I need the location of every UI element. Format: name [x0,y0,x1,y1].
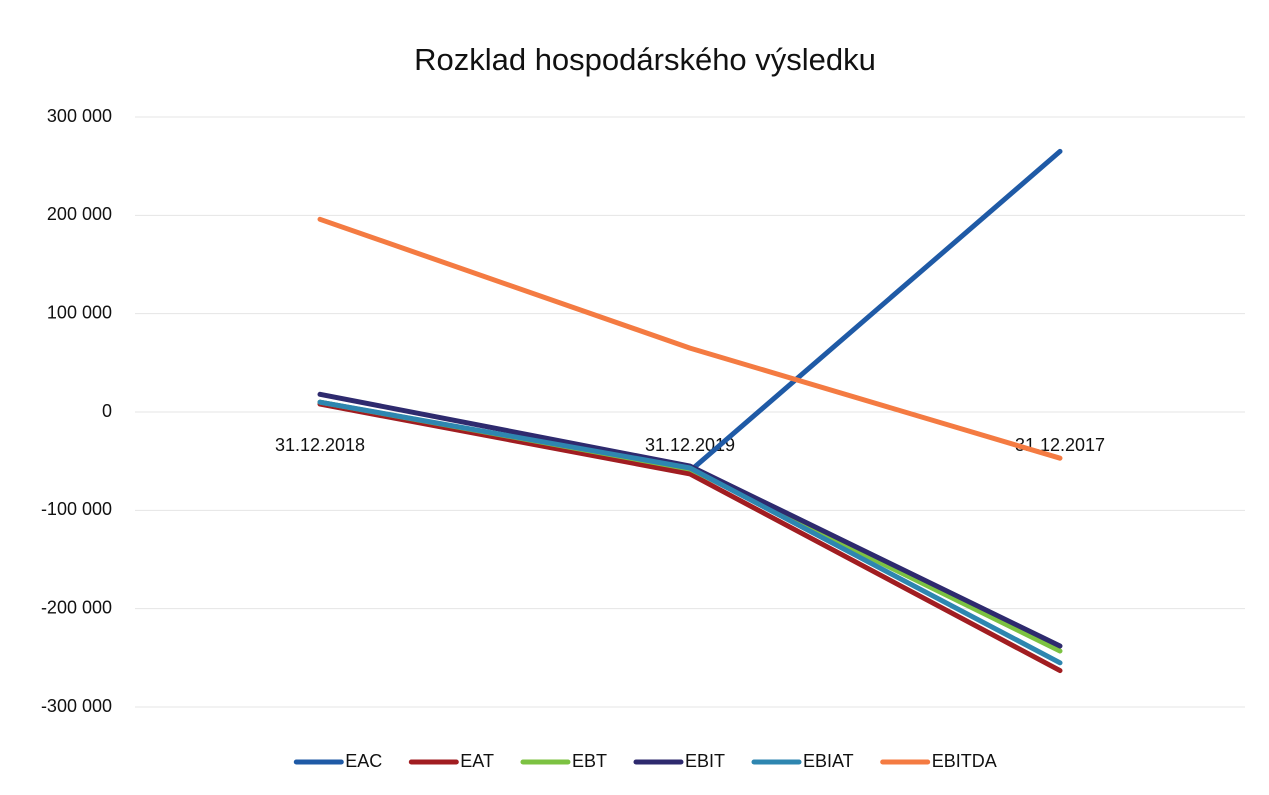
legend-label: EBT [572,751,607,771]
data-line [317,216,1063,461]
y-tick-label: -100 000 [41,499,112,519]
chart-title: Rozklad hospodárského výsledku [414,42,876,77]
y-tick-label: 0 [102,401,112,421]
legend-label: EBIAT [803,751,854,771]
data-line [317,401,1063,674]
legend-label: EBITDA [932,751,997,771]
y-tick-label: -200 000 [41,597,112,617]
data-line [317,399,1063,666]
y-tick-label: 300 000 [47,106,112,126]
legend-label: EAC [345,751,382,771]
y-tick-label: 100 000 [47,302,112,322]
y-tick-label: 200 000 [47,204,112,224]
legend-label: EAT [460,751,494,771]
x-tick-label: 31.12.2017 [1015,435,1105,455]
legend-label: EBIT [685,751,725,771]
x-tick-label: 31.12.2018 [275,435,365,455]
y-tick-label: -300 000 [41,696,112,716]
